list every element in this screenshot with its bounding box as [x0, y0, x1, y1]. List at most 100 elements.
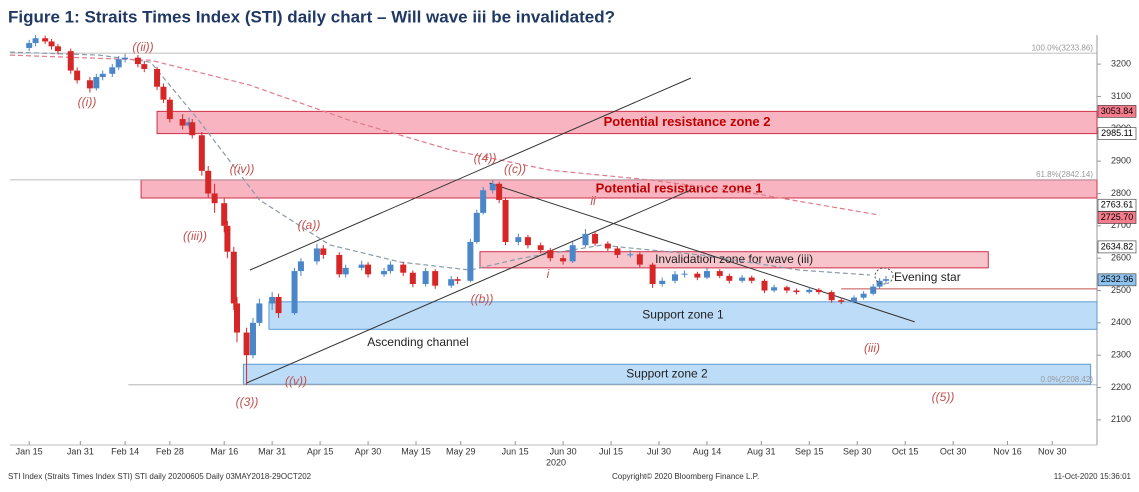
wave-label: ((b)) — [471, 292, 494, 306]
candle-body — [448, 279, 455, 286]
x-tick-label: Apr 30 — [355, 446, 382, 456]
price-label: 2725.70 — [1101, 212, 1134, 222]
x-tick-label: Jul 30 — [647, 446, 671, 456]
candle-body — [233, 303, 240, 333]
candle-body — [489, 183, 496, 191]
x-tick-label: May 29 — [446, 446, 476, 456]
candle-body — [365, 264, 372, 275]
annotation: Evening star — [894, 270, 961, 284]
candle-body — [205, 170, 212, 194]
candle-body — [336, 254, 343, 275]
candle-body — [198, 135, 205, 171]
candle-body — [806, 289, 813, 293]
candle-body — [815, 289, 822, 293]
moving-average — [9, 54, 880, 216]
candle-body — [54, 46, 61, 52]
candle-body — [249, 322, 256, 356]
candle-body — [604, 243, 611, 249]
candle-body — [716, 271, 723, 276]
zone-label: Potential resistance zone 1 — [596, 180, 763, 195]
candle-body — [99, 73, 106, 78]
y-tick-label: 2300 — [1111, 350, 1131, 360]
x-tick-label: Jun 30 — [550, 446, 577, 456]
wave-label: (iii) — [864, 341, 880, 355]
price-label-box — [1097, 105, 1137, 118]
candle-body — [659, 280, 666, 285]
x-tick-label: Sep 30 — [843, 446, 872, 456]
candle-body — [592, 233, 599, 244]
y-tick-label: 2600 — [1111, 253, 1131, 263]
x-tick-label: Feb 14 — [111, 446, 139, 456]
x-tick-label: Nov 16 — [993, 446, 1022, 456]
candle-body — [291, 271, 298, 314]
y-tick-label: 3200 — [1111, 58, 1131, 68]
evening-star-marker — [874, 267, 894, 285]
candle-body — [838, 300, 845, 302]
x-tick-label: Mar 16 — [210, 446, 238, 456]
footer-left: STI Index (Straits Times Index STI) STI … — [8, 472, 312, 481]
wave-label: ((ii)) — [132, 40, 153, 54]
zone — [156, 110, 1098, 135]
wave-label: ((3)) — [236, 395, 259, 409]
price-label-box — [1097, 211, 1137, 224]
x-tick-label: Apr 15 — [307, 446, 334, 456]
candle-body — [275, 296, 282, 314]
y-tick-label: 2700 — [1111, 220, 1131, 230]
candle-body — [313, 248, 320, 262]
moving-average — [9, 51, 871, 276]
candle-body — [870, 286, 877, 294]
trend-line — [246, 189, 692, 384]
fib-label: 0.0%(2208.42) — [1041, 375, 1094, 384]
candle-body — [703, 271, 710, 278]
x-tick-label: Jan 31 — [67, 446, 94, 456]
candle-body — [537, 245, 544, 251]
candle-body — [224, 225, 231, 252]
candle-body — [793, 290, 800, 293]
candle-body — [166, 99, 173, 120]
candle-body — [269, 296, 276, 304]
candle-body — [828, 292, 835, 301]
candle-body — [480, 190, 487, 213]
y-tick-label: 2100 — [1111, 414, 1131, 424]
candle-body — [86, 80, 93, 89]
candle-body — [186, 122, 193, 126]
candle-body — [432, 271, 439, 286]
trend-line — [249, 77, 692, 271]
candle-body — [496, 183, 503, 200]
x-tick-label: Aug 14 — [693, 446, 722, 456]
y-tick-label: 2200 — [1111, 382, 1131, 392]
candle-body — [467, 241, 474, 281]
chart-title: Figure 1: Straits Times Index (STI) dail… — [8, 7, 615, 26]
candle-body — [524, 237, 531, 246]
wave-label: ((iii)) — [183, 229, 207, 243]
candle-body — [243, 332, 250, 356]
candle-body — [74, 70, 81, 81]
price-label: 2763.61 — [1101, 200, 1134, 210]
candle-body — [614, 248, 621, 255]
price-label: 2532.96 — [1101, 274, 1134, 284]
candle-body — [671, 274, 678, 281]
candle-body — [876, 280, 883, 287]
candle-body — [739, 277, 746, 281]
x-tick-label: Jun 15 — [502, 446, 529, 456]
wave-label: ((5)) — [932, 390, 955, 404]
candle-body — [93, 77, 100, 89]
wave-label: ii — [590, 194, 596, 208]
x-tick-label: Jul 15 — [599, 446, 623, 456]
candle-body — [547, 250, 554, 259]
candle-body — [726, 275, 733, 281]
candle-body — [154, 68, 161, 87]
candle-body — [179, 119, 186, 126]
candle-body — [649, 264, 656, 285]
candle-body — [473, 212, 480, 242]
candle-body — [761, 280, 768, 291]
candle-body — [42, 38, 49, 42]
candle-body — [32, 38, 39, 44]
candle-body — [860, 293, 867, 298]
candle-body — [582, 233, 589, 246]
zone — [268, 301, 1098, 330]
candle-body — [636, 254, 643, 265]
zone-label: Potential resistance zone 2 — [604, 114, 771, 129]
